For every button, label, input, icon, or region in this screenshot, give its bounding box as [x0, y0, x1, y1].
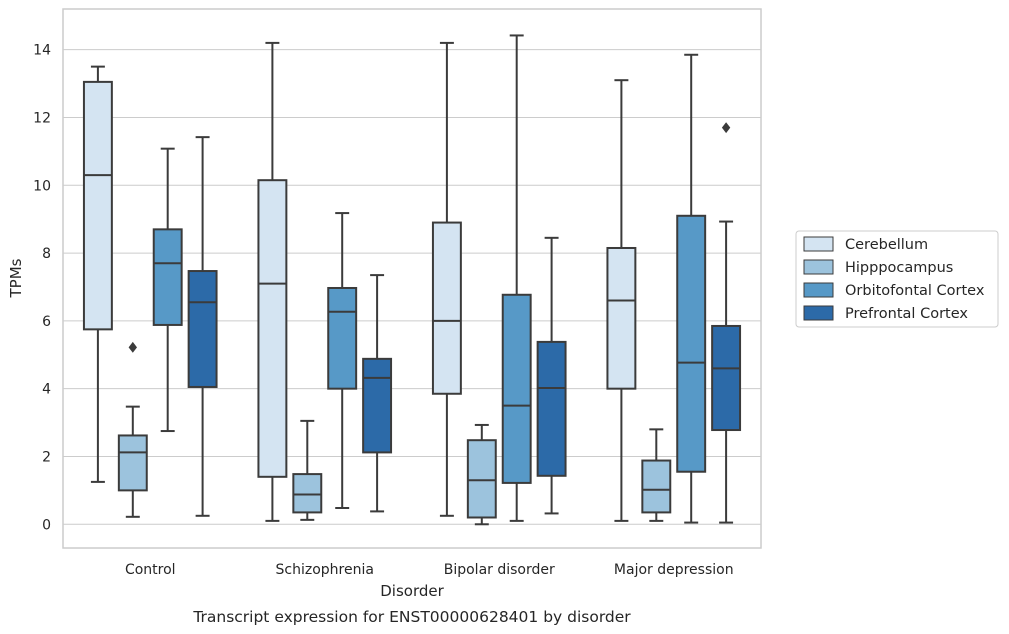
- box-cerebellum-bipolar-disorder: [431, 41, 462, 517]
- y-axis-label: TPMs: [7, 258, 25, 298]
- box-prefrontal-cortex-bipolar-disorder: [536, 236, 567, 515]
- legend-label: Hipppocampus: [845, 260, 953, 276]
- box-hipppocampus-major-depression: [641, 428, 672, 522]
- legend-label: Prefrontal Cortex: [845, 306, 968, 322]
- chart-caption: Transcript expression for ENST0000062840…: [192, 608, 631, 626]
- y-tick-label: 0: [42, 517, 51, 533]
- box-iqr: [641, 459, 672, 514]
- y-tick-label: 2: [42, 449, 51, 465]
- box-prefrontal-cortex-major-depression: [711, 122, 742, 524]
- legend-item-hipppocampus: Hipppocampus: [803, 259, 953, 276]
- box-prefrontal-cortex-control: [187, 136, 218, 517]
- legend-frame: [795, 230, 999, 328]
- plot-border: [62, 8, 762, 549]
- x-tick-label-bipolar-disorder: Bipolar disorder: [444, 562, 555, 578]
- y-axis-ticks: 0 2 4 6 8 10 12 14: [33, 43, 51, 534]
- y-tick-label: 12: [33, 110, 51, 126]
- legend-label: Orbitofontal Cortex: [845, 283, 985, 299]
- box-orbitofontal-cortex-major-depression: [676, 53, 707, 524]
- legend-item-orbitofontal-cortex: Orbitofontal Cortex: [803, 282, 985, 299]
- box-iqr: [606, 246, 637, 390]
- legend-item-cerebellum: Cerebellum: [803, 236, 928, 253]
- legend-swatch: [803, 305, 834, 321]
- box-prefrontal-cortex-schizophrenia: [362, 274, 393, 513]
- x-tick-label-control: Control: [125, 562, 176, 578]
- x-axis-label: Disorder: [380, 582, 444, 600]
- x-tick-label-major-depression: Major depression: [614, 562, 734, 578]
- box-iqr: [187, 270, 218, 388]
- legend-label: Cerebellum: [845, 237, 928, 253]
- y-tick-label: 14: [33, 43, 51, 59]
- legend-swatch: [803, 259, 834, 275]
- y-tick-label: 8: [42, 246, 51, 262]
- box-orbitofontal-cortex-schizophrenia: [327, 212, 358, 509]
- box-iqr: [257, 179, 288, 478]
- plot-frame: [62, 8, 762, 549]
- box-cerebellum-control: [82, 65, 113, 483]
- box-iqr: [501, 293, 532, 484]
- box-iqr: [466, 439, 497, 519]
- box-iqr: [152, 228, 183, 326]
- legend-swatch: [803, 282, 834, 298]
- legend: Cerebellum Hipppocampus Orbitofontal Corte…: [795, 230, 999, 328]
- box-iqr: [82, 80, 113, 331]
- legend-swatch: [803, 236, 834, 252]
- legend-item-prefrontal-cortex: Prefrontal Cortex: [803, 305, 968, 322]
- box-iqr: [292, 473, 323, 514]
- box-hipppocampus-schizophrenia: [292, 419, 323, 521]
- box-orbitofontal-cortex-control: [152, 147, 183, 433]
- box-iqr: [676, 214, 707, 473]
- box-iqr: [536, 340, 567, 477]
- box-hipppocampus-control: [117, 341, 148, 518]
- box-cerebellum-schizophrenia: [257, 41, 288, 522]
- box-iqr: [362, 357, 393, 454]
- y-tick-label: 6: [42, 314, 51, 330]
- legend-items: Cerebellum Hipppocampus Orbitofontal Corte…: [803, 236, 985, 322]
- outlier-point: [721, 122, 731, 134]
- box-hipppocampus-bipolar-disorder: [466, 423, 497, 526]
- x-tick-label-schizophrenia: Schizophrenia: [276, 562, 374, 578]
- box-cerebellum-major-depression: [606, 79, 637, 522]
- x-axis-ticks: Control Schizophrenia Bipolar disorder Majo…: [125, 562, 734, 578]
- y-tick-label: 10: [33, 178, 51, 194]
- box-iqr: [327, 286, 358, 390]
- box-iqr: [711, 324, 742, 432]
- y-tick-label: 4: [42, 382, 51, 398]
- box-orbitofontal-cortex-bipolar-disorder: [501, 34, 532, 522]
- box-iqr: [117, 434, 148, 492]
- box-iqr: [431, 221, 462, 395]
- plot-boxes: [82, 34, 742, 526]
- outlier-point: [128, 341, 137, 353]
